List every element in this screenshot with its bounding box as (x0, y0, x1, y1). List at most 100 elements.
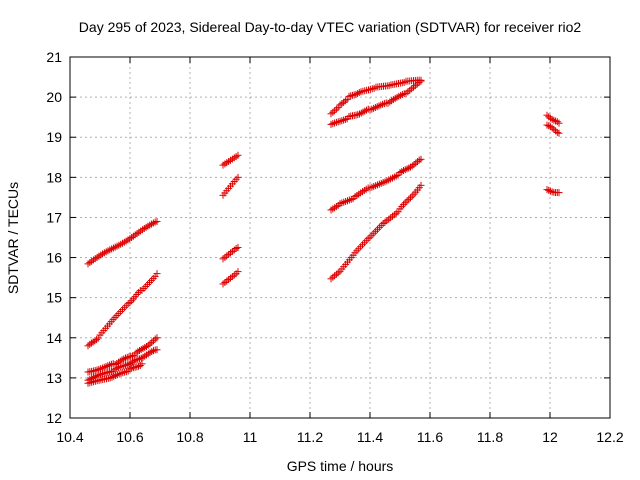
data-point (109, 367, 117, 375)
data-point (393, 93, 401, 101)
data-point (384, 99, 392, 107)
data-point (411, 82, 419, 90)
data-point (370, 104, 378, 112)
data-point (387, 214, 395, 222)
data-point (408, 192, 416, 200)
data-point (356, 110, 363, 118)
data-point (555, 119, 563, 127)
data-point (352, 90, 360, 98)
data-point (407, 194, 414, 202)
data-point (86, 259, 94, 267)
data-point (355, 89, 363, 97)
data-point (104, 362, 112, 370)
data-point (388, 97, 396, 105)
data-point (104, 247, 112, 255)
data-point (133, 363, 141, 371)
data-point (100, 363, 108, 371)
y-tick-label: 20 (46, 89, 62, 105)
data-point (138, 360, 146, 368)
data-point (350, 91, 358, 99)
data-point (122, 354, 129, 362)
data-point (227, 249, 234, 257)
data-point (406, 86, 414, 94)
data-point (334, 269, 342, 277)
data-point (130, 357, 138, 365)
data-point (553, 128, 561, 136)
data-point (84, 260, 92, 268)
data-point (146, 221, 154, 229)
data-point (122, 368, 130, 376)
data-point (108, 373, 116, 381)
data-point (395, 92, 403, 100)
y-tick-label: 17 (46, 209, 62, 225)
data-point (412, 159, 420, 167)
data-point (386, 98, 394, 106)
x-tick-label: 11 (243, 429, 258, 445)
data-point (108, 245, 116, 253)
data-point (397, 91, 405, 99)
data-point (368, 105, 376, 113)
data-point (148, 338, 156, 346)
data-point (146, 340, 154, 348)
y-axis-label: SDTVAR / TECUs (5, 182, 21, 294)
data-point (112, 371, 120, 379)
data-point (377, 101, 385, 109)
data-point (234, 244, 242, 252)
data-point (128, 297, 136, 305)
data-point (550, 116, 558, 124)
data-point (110, 372, 118, 380)
data-point (119, 369, 127, 377)
x-tick-label: 11.6 (417, 429, 443, 445)
data-point (543, 121, 551, 129)
data-point (338, 117, 346, 125)
series-arc-d2 (543, 121, 563, 137)
data-point (93, 253, 101, 261)
y-tick-label: 16 (46, 250, 62, 266)
data-point (109, 244, 117, 252)
series-arc-d3 (543, 186, 563, 197)
data-point (122, 237, 130, 245)
data-point (336, 117, 344, 125)
data-point (120, 238, 128, 246)
data-point (142, 223, 150, 231)
x-tick-label: 11.8 (477, 429, 503, 445)
data-point (385, 82, 393, 90)
data-point (327, 275, 335, 283)
data-point (133, 230, 141, 238)
series-arc-a5 (84, 360, 146, 387)
data-point (219, 255, 227, 263)
data-point (329, 273, 337, 281)
x-tick-label: 11.2 (297, 429, 323, 445)
y-tick-labels: 12 13 14 15 16 17 18 19 20 21 (46, 49, 62, 426)
data-point (126, 298, 134, 306)
data-point (340, 116, 348, 124)
data-point (341, 115, 349, 123)
data-point (354, 111, 362, 119)
series-arc-b2 (219, 173, 242, 199)
data-point (113, 242, 121, 250)
data-point (115, 370, 123, 378)
series-arc-c2 (327, 77, 425, 128)
data-point (329, 108, 337, 116)
data-point (545, 186, 553, 194)
data-point (345, 92, 353, 100)
data-point (550, 125, 558, 133)
data-point (403, 197, 411, 205)
data-point (223, 252, 231, 260)
data-point (84, 379, 92, 387)
data-point (398, 91, 406, 99)
data-point (331, 272, 339, 280)
axis-ticks (69, 56, 611, 419)
data-point (115, 363, 122, 371)
data-point (375, 102, 383, 110)
data-point (401, 199, 409, 207)
y-tick-label: 13 (46, 370, 62, 386)
data-point (410, 83, 417, 91)
data-point (398, 167, 406, 175)
data-point (555, 129, 563, 137)
data-point (149, 219, 157, 227)
data-point (332, 105, 340, 113)
data-point (553, 118, 561, 126)
data-point (327, 110, 335, 118)
